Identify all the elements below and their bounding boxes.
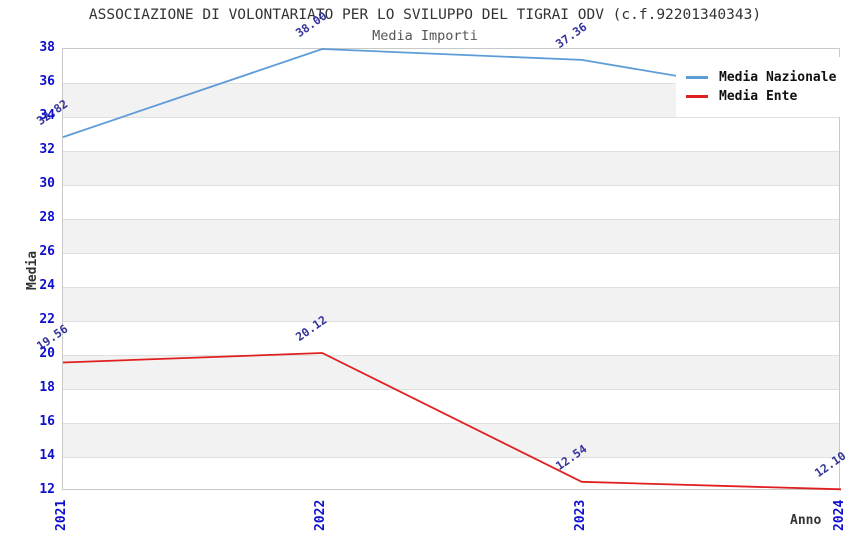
y-tick-label: 20 — [39, 346, 55, 361]
y-tick-label: 14 — [39, 448, 55, 463]
legend-line-swatch — [686, 76, 708, 79]
gridline — [63, 321, 839, 322]
legend-label: Media Nazionale — [719, 70, 837, 85]
y-tick-label: 30 — [39, 176, 55, 191]
x-tick-label: 2023 — [572, 499, 588, 531]
legend-label: Media Ente — [719, 89, 798, 104]
chart-title: ASSOCIAZIONE DI VOLONTARIATO PER LO SVIL… — [88, 7, 762, 23]
gridline — [63, 355, 839, 356]
legend-line-swatch — [686, 95, 708, 98]
shaded-band — [63, 219, 839, 253]
x-tick-label: 2021 — [54, 499, 69, 531]
shaded-band — [63, 355, 839, 389]
y-tick-label: 18 — [39, 380, 55, 395]
y-tick-label: 16 — [39, 414, 55, 429]
shaded-band — [63, 287, 839, 321]
legend-item: Media Nazionale — [686, 70, 836, 85]
y-tick-label: 24 — [39, 278, 55, 293]
y-tick-label: 36 — [39, 74, 55, 89]
gridline — [63, 219, 839, 220]
y-tick-label: 22 — [39, 312, 55, 327]
gridline — [63, 185, 839, 186]
chart-subtitle: Media Importi — [372, 28, 478, 44]
y-tick-label: 38 — [39, 40, 55, 55]
gridline — [63, 151, 839, 152]
point-value-label: 37.36 — [552, 19, 590, 51]
gridline — [63, 117, 839, 118]
plot-area — [62, 48, 842, 491]
shaded-band — [63, 151, 839, 185]
x-tick-label: 2022 — [313, 499, 329, 531]
gridline — [63, 457, 839, 458]
legend: Media Nazionale Media Ente — [676, 57, 849, 117]
gridline — [63, 389, 839, 390]
shaded-band — [63, 423, 839, 457]
gridline — [63, 83, 839, 84]
y-tick-label: 12 — [39, 482, 55, 497]
y-tick-label: 28 — [39, 210, 55, 225]
gridline — [63, 253, 839, 254]
y-tick-label: 26 — [39, 244, 55, 259]
y-tick-label: 32 — [39, 142, 55, 157]
series-line — [62, 352, 842, 491]
y-tick-label: 34 — [39, 108, 55, 123]
gridline — [63, 287, 839, 288]
x-axis-title: Anno — [790, 513, 822, 528]
gridline — [63, 423, 839, 424]
x-tick-label: 2024 — [832, 499, 847, 531]
legend-item: Media Ente — [686, 89, 836, 104]
